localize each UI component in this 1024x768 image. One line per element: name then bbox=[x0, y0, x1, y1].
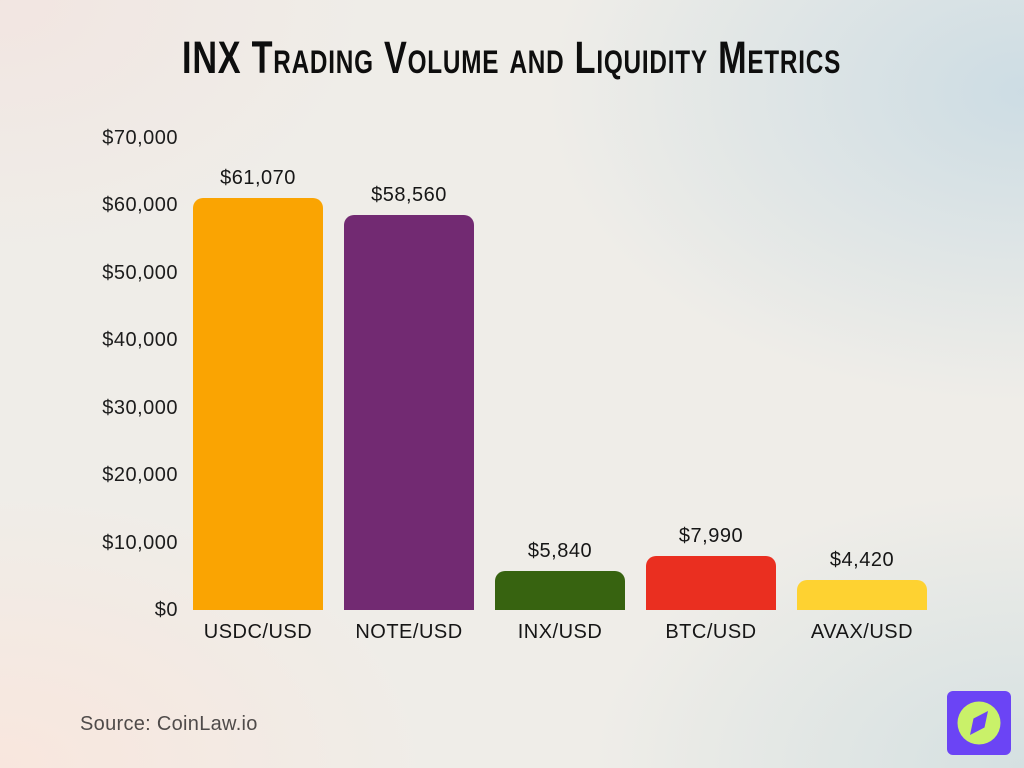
x-axis-category-label: NOTE/USD bbox=[355, 621, 463, 643]
bar-value-label: $5,840 bbox=[527, 540, 593, 562]
x-axis-category-label: INX/USD bbox=[517, 621, 603, 643]
bar-usdc-usd bbox=[193, 198, 323, 610]
x-axis-category-label: USDC/USD bbox=[203, 621, 313, 643]
bar-value-label: $61,070 bbox=[220, 167, 296, 189]
bar-avax-usd bbox=[797, 580, 927, 610]
y-axis-tick-label: $50,000 bbox=[102, 261, 178, 284]
bar-value-label: $7,990 bbox=[678, 525, 744, 547]
bar-note-usd bbox=[344, 215, 474, 610]
y-axis-tick-label: $30,000 bbox=[102, 396, 178, 419]
x-axis-category-label: BTC/USD bbox=[665, 621, 757, 643]
bar-value-label: $4,420 bbox=[829, 549, 895, 571]
y-axis-tick-label: $60,000 bbox=[102, 194, 178, 217]
chart-title: INX Trading Volume and Liquidity Metrics bbox=[0, 32, 1024, 84]
compass-needle-icon bbox=[970, 711, 988, 735]
y-axis-tick-label: $10,000 bbox=[102, 531, 178, 554]
source-attribution: Source: CoinLaw.io bbox=[80, 713, 258, 735]
x-axis-category-label: AVAX/USD bbox=[810, 621, 914, 643]
bar-btc-usd bbox=[646, 556, 776, 610]
bar-inx-usd bbox=[495, 571, 625, 610]
y-axis-tick-label: $0 bbox=[154, 599, 178, 621]
y-axis-tick-label: $70,000 bbox=[102, 127, 178, 149]
coinlaw-logo bbox=[947, 691, 1011, 755]
y-axis-tick-label: $40,000 bbox=[102, 329, 178, 352]
y-axis-tick-label: $20,000 bbox=[102, 464, 178, 487]
chart-title-text: INX Trading Volume and Liquidity Metrics bbox=[182, 32, 842, 83]
bar-value-label: $58,560 bbox=[371, 184, 447, 206]
